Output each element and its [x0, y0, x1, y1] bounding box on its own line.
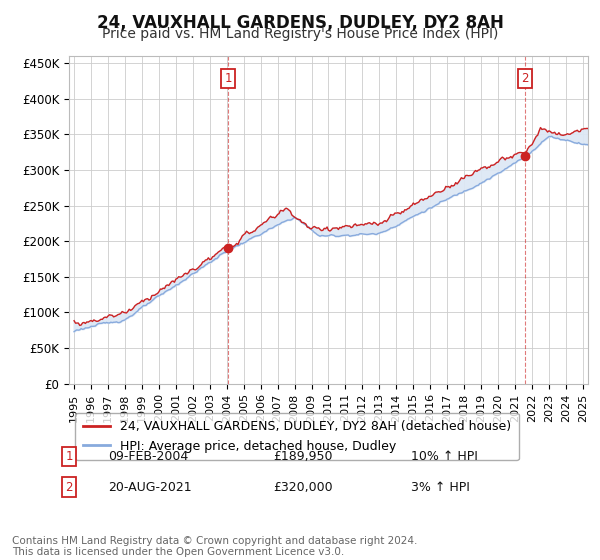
Text: 1: 1	[65, 450, 73, 463]
Text: 2: 2	[521, 72, 529, 86]
Text: 10% ↑ HPI: 10% ↑ HPI	[411, 450, 478, 463]
Text: 3% ↑ HPI: 3% ↑ HPI	[411, 480, 470, 494]
Text: Price paid vs. HM Land Registry's House Price Index (HPI): Price paid vs. HM Land Registry's House …	[102, 27, 498, 41]
Text: 1: 1	[224, 72, 232, 86]
Text: £189,950: £189,950	[273, 450, 332, 463]
Text: Contains HM Land Registry data © Crown copyright and database right 2024.
This d: Contains HM Land Registry data © Crown c…	[12, 535, 418, 557]
Text: 24, VAUXHALL GARDENS, DUDLEY, DY2 8AH: 24, VAUXHALL GARDENS, DUDLEY, DY2 8AH	[97, 14, 503, 32]
Legend: 24, VAUXHALL GARDENS, DUDLEY, DY2 8AH (detached house), HPI: Average price, deta: 24, VAUXHALL GARDENS, DUDLEY, DY2 8AH (d…	[75, 413, 519, 460]
Text: 2: 2	[65, 480, 73, 494]
Text: 20-AUG-2021: 20-AUG-2021	[108, 480, 191, 494]
Text: 09-FEB-2004: 09-FEB-2004	[108, 450, 188, 463]
Text: £320,000: £320,000	[273, 480, 332, 494]
